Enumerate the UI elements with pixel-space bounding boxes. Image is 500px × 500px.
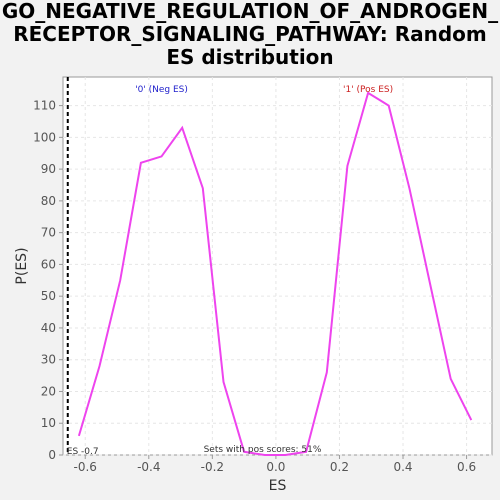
chart-title-line-2: RECEPTOR_SIGNALING_PATHWAY: Random (13, 22, 487, 46)
axis-ticks: 0 10 20 30 40 50 60 70 80 90 100 110 -0.6 -0.4 -0.2 0.0… (33, 99, 476, 474)
sets-pos-scores-label: Sets with pos scores: 51% (204, 445, 322, 455)
pos-es-label: '1' (Pos ES) (343, 85, 393, 95)
y-axis-label: P(ES) (14, 247, 30, 284)
neg-es-label: '0' (Neg ES) (135, 85, 188, 95)
y-tick-label: 20 (41, 384, 56, 398)
y-tick-label: 0 (48, 448, 56, 462)
y-tick-label: 80 (41, 194, 56, 208)
y-tick-label: 10 (41, 416, 56, 430)
annotations: '0' (Neg ES) '1' (Pos ES) Sets with pos sc… (67, 85, 393, 457)
chart-title: GO_NEGATIVE_REGULATION_OF_ANDROGEN_ RECE… (0, 0, 500, 69)
y-tick-label: 30 (41, 353, 56, 367)
x-tick-label: 0.0 (266, 460, 285, 474)
y-tick-label: 70 (41, 226, 56, 240)
x-tick-label: -0.4 (137, 460, 160, 474)
grid-lines (63, 77, 492, 456)
x-tick-label: 0.6 (457, 460, 476, 474)
y-tick-label: 40 (41, 321, 56, 335)
y-tick-label: 50 (41, 289, 56, 303)
plot-area (62, 76, 493, 456)
y-tick-label: 60 (41, 257, 56, 271)
chart-title-line-1: GO_NEGATIVE_REGULATION_OF_ANDROGEN_ (1, 0, 499, 23)
y-tick-label: 90 (41, 162, 56, 176)
chart-title-line-3: ES distribution (166, 45, 334, 69)
x-tick-label: 0.2 (330, 460, 349, 474)
x-axis-label: ES (269, 478, 287, 494)
x-tick-label: -0.6 (74, 460, 97, 474)
y-tick-label: 110 (33, 99, 56, 113)
series-lines (77, 91, 473, 456)
x-tick-label: 0.4 (393, 460, 412, 474)
y-tick-label: 100 (33, 130, 56, 144)
x-tick-label: -0.2 (201, 460, 224, 474)
es-value-label: ES -0.7 (67, 447, 99, 457)
es-series-line (77, 91, 473, 456)
